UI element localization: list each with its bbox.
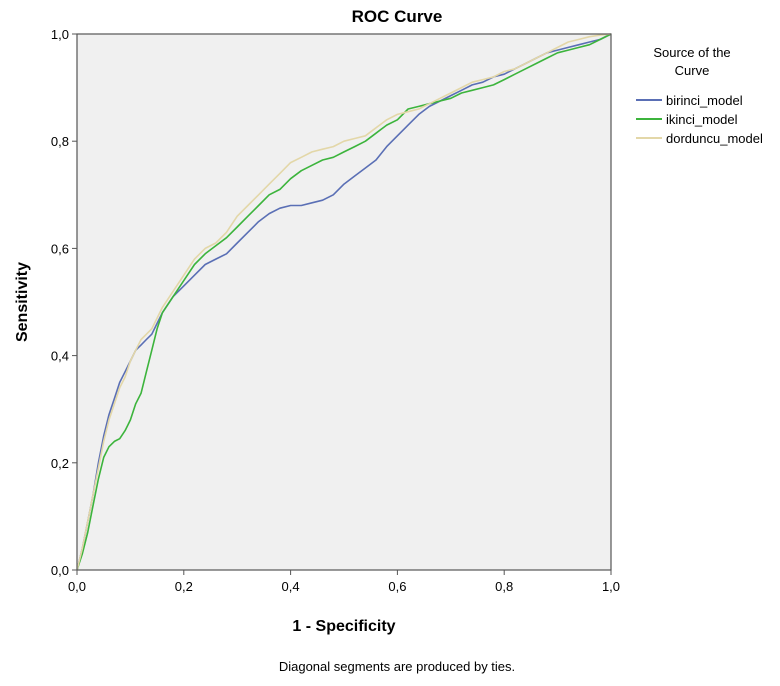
y-tick-label: 0,0 [51, 563, 69, 578]
x-tick-label: 0,0 [68, 579, 86, 594]
legend-label-ikinci_model: ikinci_model [666, 112, 738, 127]
y-tick-label: 0,6 [51, 241, 69, 256]
x-tick-label: 1,0 [602, 579, 620, 594]
plot-area [77, 34, 611, 570]
legend-items: birinci_model ikinci_model dorduncu_model [636, 93, 763, 146]
x-tick-label: 0,6 [388, 579, 406, 594]
legend-label-birinci_model: birinci_model [666, 93, 743, 108]
series-line-dorduncu_model [76, 33, 612, 571]
x-tick-label: 0,4 [282, 579, 300, 594]
y-axis-label: Sensitivity [14, 262, 31, 342]
y-tick-label: 0,2 [51, 456, 69, 471]
x-tick-label: 0,8 [495, 579, 513, 594]
plot-frame [76, 33, 612, 571]
x-tick-label: 0,2 [175, 579, 193, 594]
axes-layer: 0,0 0,2 0,4 0,6 0,8 1,0 0,0 0,2 0,4 0,6 0,8 1,0 [51, 27, 620, 594]
footnote: Diagonal segments are produced by ties. [279, 659, 515, 674]
chart-title: ROC Curve [352, 7, 443, 26]
legend-title-line: Source of the [653, 45, 730, 60]
y-tick-label: 0,8 [51, 134, 69, 149]
legend: Source of the Curve birinci_model ikinci_… [636, 45, 763, 146]
legend-title-line: Curve [675, 63, 710, 78]
y-tick-label: 1,0 [51, 27, 69, 42]
x-axis-label: 1 - Specificity [292, 618, 395, 635]
y-tick-label: 0,4 [51, 349, 69, 364]
series-layer [76, 33, 612, 571]
series-line-ikinci_model [76, 33, 612, 571]
legend-label-dorduncu_model: dorduncu_model [666, 131, 763, 146]
